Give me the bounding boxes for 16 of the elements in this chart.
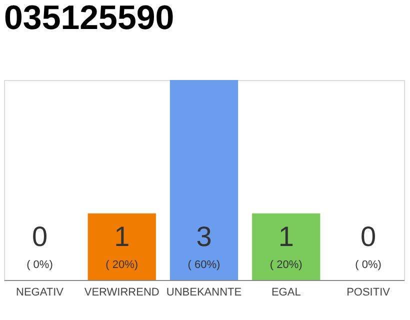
x-tick-label: UNBEKANNTE xyxy=(166,286,242,298)
x-tick-label: EGAL xyxy=(271,286,301,298)
annotation: ( 60%) xyxy=(188,259,220,271)
data-label: 0 xyxy=(32,221,48,252)
annotation: ( 20%) xyxy=(106,259,138,271)
x-tick-label: VERWIRREND xyxy=(84,286,160,298)
data-label: 1 xyxy=(278,221,294,252)
annotation: ( 0%) xyxy=(26,259,53,271)
annotation: ( 0%) xyxy=(355,259,382,271)
x-tick-label: POSITIV xyxy=(346,286,391,298)
annotation: ( 20%) xyxy=(270,259,302,271)
chart-title: 035125590 xyxy=(4,0,174,37)
data-label: 0 xyxy=(360,221,376,252)
data-label: 3 xyxy=(196,221,212,252)
data-label: 1 xyxy=(114,221,130,252)
x-tick-label: NEGATIV xyxy=(16,286,64,298)
